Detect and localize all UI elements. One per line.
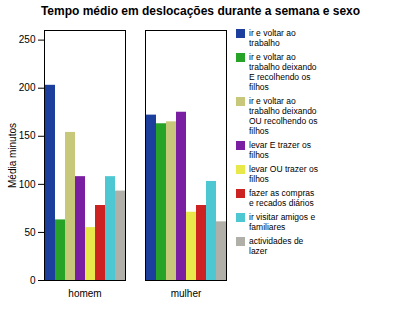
html-text:fazer as compras e recados diá: fazer as compras e recados diários [249, 188, 315, 208]
svg-text:Média minutos: Média minutos [7, 123, 18, 188]
html-text:ir visitar amigos e familiares: ir visitar amigos e familiares [249, 212, 316, 232]
html-text:ir e voltar ao trabalho: ir e voltar ao trabalho [249, 28, 296, 48]
html-text:actividades de lazer: actividades de lazer [249, 236, 304, 256]
html-text:levar OU trazer os filhos: levar OU trazer os filhos [249, 164, 318, 184]
svg-text:mulher: mulher [171, 288, 202, 299]
svg-text:homem: homem [68, 288, 101, 299]
svg-text:50: 50 [24, 227, 36, 238]
html-text:ir e voltar ao trabalho deixan: ir e voltar ao trabalho deixando E recol… [249, 52, 317, 92]
svg-text:100: 100 [19, 179, 36, 190]
svg-text:0: 0 [30, 275, 36, 286]
svg-text:200: 200 [19, 82, 36, 93]
html-text:ir e voltar ao trabalho deixan: ir e voltar ao trabalho deixando OU reco… [249, 96, 318, 136]
svg-text:150: 150 [19, 130, 36, 141]
svg-text:250: 250 [19, 34, 36, 45]
html-text:Tempo médio em deslocações dur: Tempo médio em deslocações durante a sem… [40, 4, 361, 18]
html-text:levar E trazer os filhos: levar E trazer os filhos [249, 140, 311, 160]
